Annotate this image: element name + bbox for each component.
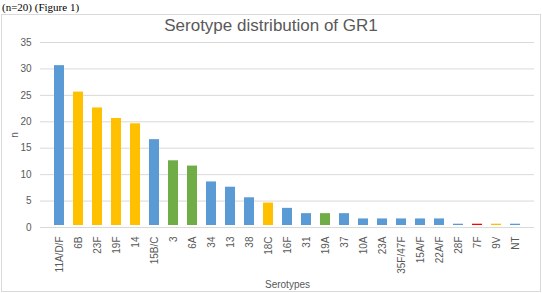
svg-text:Serotypes: Serotypes <box>265 279 310 290</box>
svg-text:0: 0 <box>26 222 32 233</box>
svg-text:10: 10 <box>20 169 32 180</box>
svg-text:16F: 16F <box>282 237 293 254</box>
html-text:Serotype distribution of GR1: Serotype distribution of GR1 <box>164 16 378 35</box>
svg-text:13: 13 <box>225 236 236 248</box>
svg-text:9V: 9V <box>491 236 502 249</box>
svg-text:n: n <box>9 132 20 138</box>
svg-text:19A: 19A <box>320 236 331 254</box>
svg-text:35F/47F: 35F/47F <box>396 237 407 274</box>
svg-text:6B: 6B <box>73 236 84 249</box>
svg-text:19F: 19F <box>111 237 122 254</box>
svg-text:23A: 23A <box>377 236 388 254</box>
svg-text:15A/F: 15A/F <box>415 237 426 264</box>
svg-text:37: 37 <box>339 236 350 248</box>
svg-text:30: 30 <box>20 63 32 74</box>
svg-text:22A/F: 22A/F <box>434 237 445 264</box>
svg-text:6A: 6A <box>187 236 198 249</box>
svg-text:11A/D/F: 11A/D/F <box>54 237 65 273</box>
svg-text:28F: 28F <box>453 237 464 254</box>
svg-text:25: 25 <box>20 90 32 101</box>
svg-text:14: 14 <box>130 236 141 248</box>
svg-text:31: 31 <box>301 236 312 248</box>
svg-text:3: 3 <box>168 236 179 242</box>
svg-text:7F: 7F <box>472 237 483 249</box>
svg-text:15B/C: 15B/C <box>149 237 160 265</box>
svg-text:10A: 10A <box>358 236 369 254</box>
svg-text:5: 5 <box>26 195 32 206</box>
svg-text:34: 34 <box>206 236 217 248</box>
svg-text:20: 20 <box>20 116 32 127</box>
svg-text:15: 15 <box>20 142 32 153</box>
svg-text:23F: 23F <box>92 237 103 254</box>
html-text:(n=20) (Figure 1): (n=20) (Figure 1) <box>2 1 80 13</box>
svg-text:38: 38 <box>244 236 255 248</box>
svg-text:NT: NT <box>510 237 521 250</box>
svg-text:18C: 18C <box>263 237 274 255</box>
svg-text:35: 35 <box>20 37 32 48</box>
